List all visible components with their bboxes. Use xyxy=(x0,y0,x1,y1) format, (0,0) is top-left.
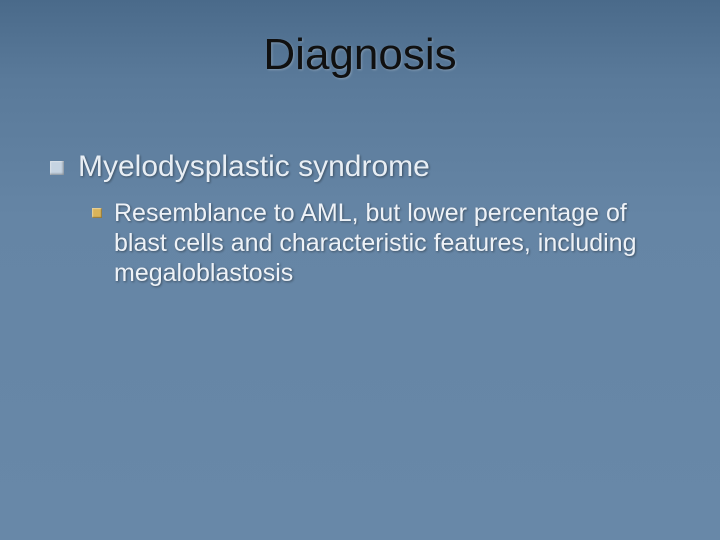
bullet-list: Myelodysplastic syndrome Resemblance to … xyxy=(50,150,680,288)
slide-title: Diagnosis xyxy=(0,30,720,80)
square-bullet-icon xyxy=(92,208,102,218)
list-item-text: Myelodysplastic syndrome xyxy=(78,150,430,184)
square-bullet-icon xyxy=(50,161,64,175)
list-item: Myelodysplastic syndrome xyxy=(50,150,680,184)
sub-list-item: Resemblance to AML, but lower percentage… xyxy=(92,198,680,288)
sub-list: Resemblance to AML, but lower percentage… xyxy=(92,198,680,288)
slide: Diagnosis Myelodysplastic syndrome Resem… xyxy=(0,0,720,540)
sub-list-item-text: Resemblance to AML, but lower percentage… xyxy=(114,198,674,288)
